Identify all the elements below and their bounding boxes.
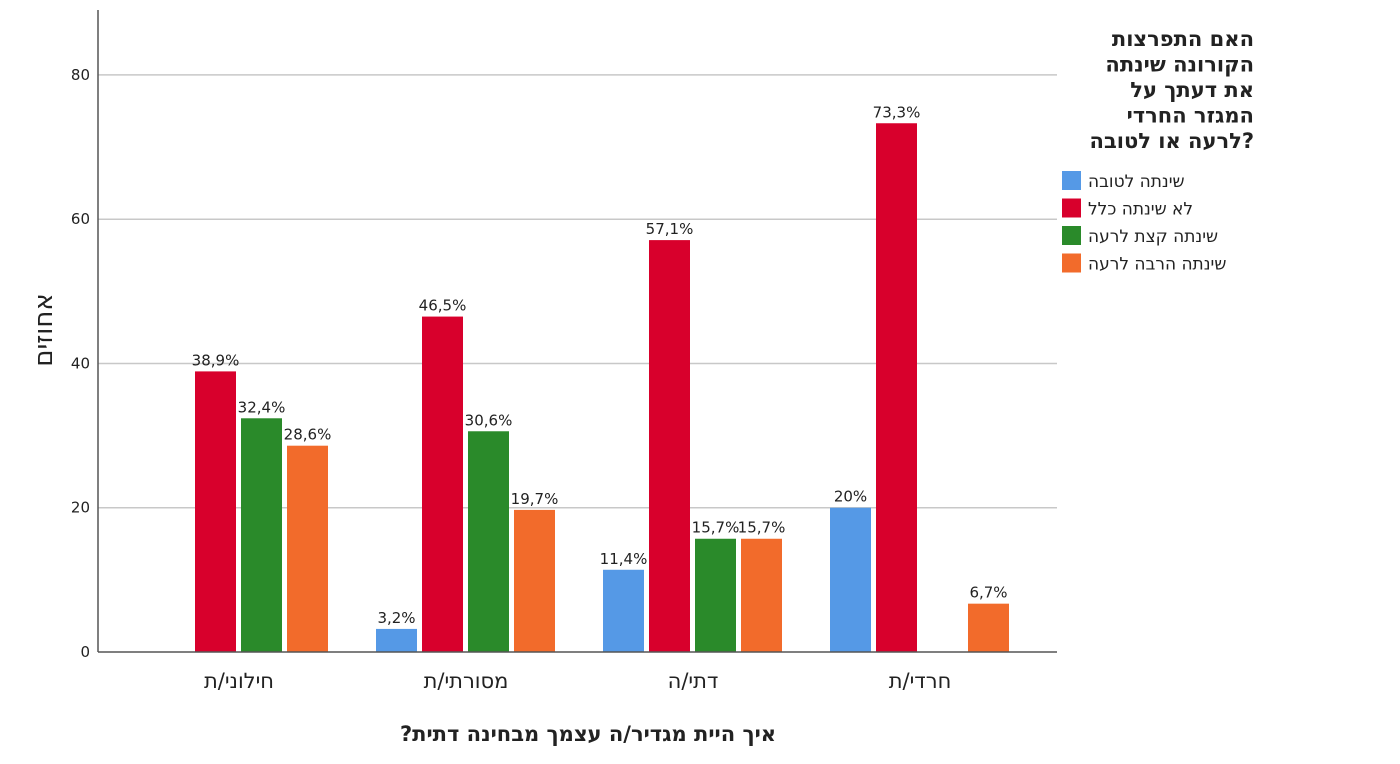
legend-swatch [1062,253,1081,273]
data-label: 28,6% [284,426,332,444]
legend-label: שינתה הרבה לרעה [1088,255,1226,275]
bar [695,538,736,652]
data-label: 19,7% [511,490,559,508]
data-label: 20% [834,488,867,506]
bars [195,123,1009,652]
bar [649,240,690,652]
y-tick-label: 40 [71,354,90,372]
data-label: 6,7% [969,584,1007,602]
x-category-label: מסורתי/ת [424,669,509,693]
legend-label: לא שינתה כלל [1088,200,1193,220]
y-tick-label: 60 [71,210,90,228]
data-label: 11,4% [600,550,648,568]
legend-items: שינתה לטובה לא שינתה כלל שינתה קצת לרעה שינ… [1062,171,1226,275]
x-category-label: חילוני/ת [204,669,274,693]
bar [968,603,1009,652]
data-label: 57,1% [646,220,694,238]
legend-title-line: לרעה או לטובה? [1090,129,1254,153]
y-tick-label: 0 [80,643,90,661]
bar [876,123,917,652]
legend-swatch [1062,171,1081,190]
bar [468,431,509,652]
bar [514,509,555,652]
x-axis-title: איך היית מגדיר/ה עצמך מבחינה דתית? [400,722,776,746]
bar [741,538,782,652]
data-label: 38,9% [192,351,240,369]
data-label: 73,3% [873,103,921,121]
y-tick-labels: 0 20 40 60 80 [71,66,90,661]
legend-title-line: האם התפרצות [1112,27,1254,51]
bar [830,507,871,652]
legend-title-line: את דעתך על [1130,78,1254,102]
y-axis-title: אחוזים [29,293,59,367]
legend-label: שינתה קצת לרעה [1088,227,1218,247]
y-tick-label: 80 [71,66,90,84]
data-label: 46,5% [419,297,467,315]
legend-swatch [1062,198,1081,218]
x-category-label: דתי/ה [668,669,719,693]
legend-title-line: הקורונה שינתה [1105,53,1254,77]
y-tick-label: 20 [71,499,90,517]
data-label: 15,7% [692,519,740,537]
data-label: 3,2% [377,609,415,627]
legend-swatch [1062,226,1081,245]
x-category-label: חרדי/ת [889,669,952,693]
data-label: 15,7% [738,519,786,537]
bar [241,418,282,652]
data-label: 32,4% [238,398,286,416]
bar [603,569,644,652]
data-labels: 38,9% 32,4% 28,6% 3,2% 46,5% 30,6% 19,7% 11,4% 5… [192,103,1008,627]
legend-title-line: המגזר החרדי [1127,104,1254,128]
bar [376,628,417,652]
bar [195,371,236,652]
x-category-labels: חילוני/ת מסורתי/ת דתי/ה חרדי/ת [204,669,951,693]
legend-label: שינתה לטובה [1088,172,1185,192]
data-label: 30,6% [465,411,513,429]
bar [422,316,463,652]
bar [287,445,328,652]
